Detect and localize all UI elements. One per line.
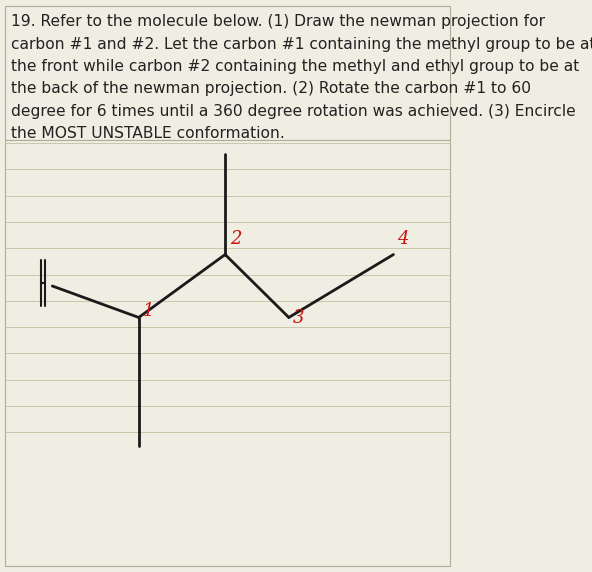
Text: degree for 6 times until a 360 degree rotation was achieved. (3) Encircle: degree for 6 times until a 360 degree ro…: [11, 104, 576, 118]
Text: the MOST UNSTABLE conformation.: the MOST UNSTABLE conformation.: [11, 126, 285, 141]
Text: 1: 1: [142, 303, 154, 320]
Text: 2: 2: [230, 230, 241, 248]
Text: the back of the newman projection. (2) Rotate the carbon #1 to 60: the back of the newman projection. (2) R…: [11, 81, 532, 96]
Bar: [5, 140, 451, 566]
Text: the front while carbon #2 containing the methyl and ethyl group to be at: the front while carbon #2 containing the…: [11, 59, 580, 74]
Bar: [5, 6, 451, 140]
Text: 4: 4: [397, 230, 408, 248]
Text: 3: 3: [292, 309, 304, 327]
Text: carbon #1 and #2. Let the carbon #1 containing the methyl group to be at: carbon #1 and #2. Let the carbon #1 cont…: [11, 37, 592, 51]
Text: 19. Refer to the molecule below. (1) Draw the newman projection for: 19. Refer to the molecule below. (1) Dra…: [11, 14, 545, 29]
